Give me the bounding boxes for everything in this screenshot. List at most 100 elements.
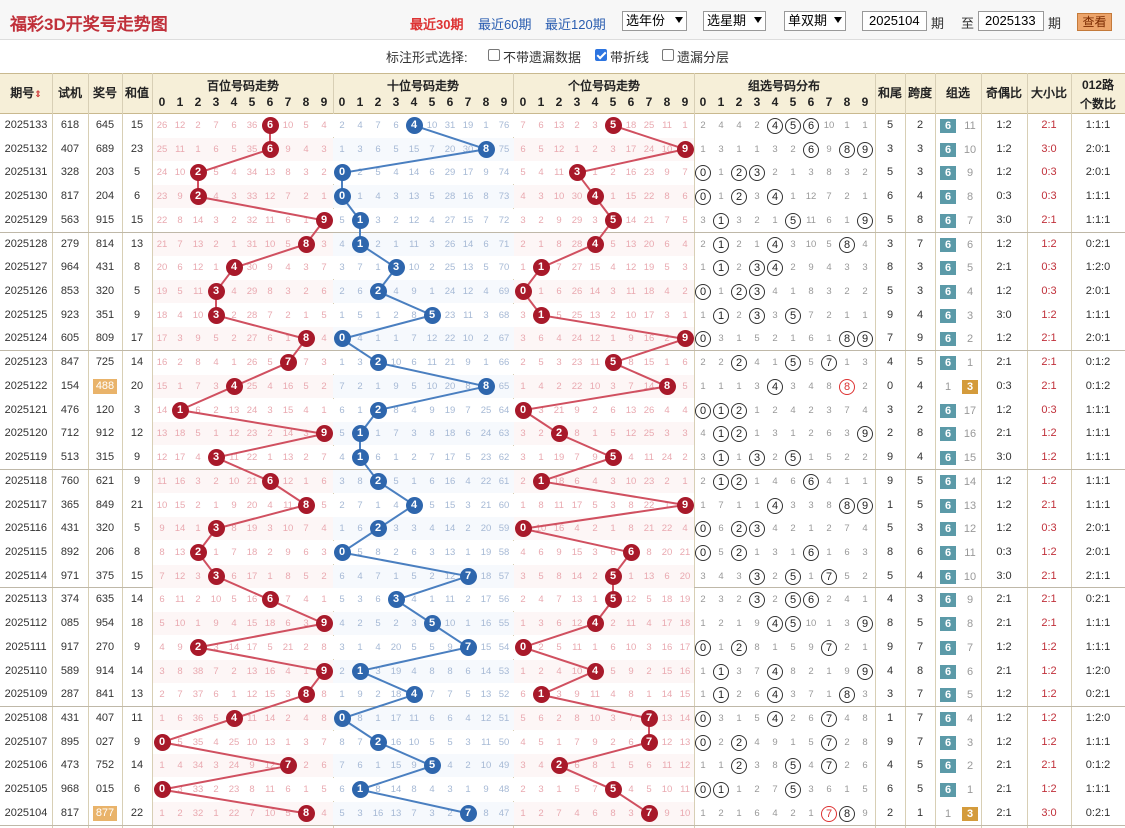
miss-count: 68 bbox=[498, 309, 510, 321]
group-miss: 2 bbox=[790, 143, 796, 155]
miss-count: 4 bbox=[411, 665, 417, 677]
no-miss-checkbox[interactable] bbox=[488, 49, 500, 61]
miss-count: 1 bbox=[682, 309, 688, 321]
group-miss: 2 bbox=[808, 428, 814, 440]
miss-count: 3 bbox=[411, 428, 417, 440]
miss-count: 7 bbox=[195, 380, 201, 392]
route-cell: 0:1:2 bbox=[1085, 759, 1111, 772]
miss-count: 8 bbox=[538, 499, 544, 511]
miss-count: 4 bbox=[538, 380, 544, 392]
zu3-badge: 5 bbox=[966, 689, 974, 702]
miss-count: 11 bbox=[481, 736, 491, 748]
issue-cell: 2025129 bbox=[4, 213, 48, 226]
miss-count: 4 bbox=[538, 760, 544, 772]
table-header: 期号⇕ 试机 奖号 和值 百位号码走势 十位号码走势 个位号码走势 组选号码分布… bbox=[0, 73, 1125, 114]
query-button[interactable]: 查看 bbox=[1077, 13, 1112, 31]
group-digit-circle: 8 bbox=[839, 378, 855, 395]
zu6-badge: 6 bbox=[940, 640, 956, 655]
miss-count: 17 bbox=[625, 143, 637, 155]
miss-count: 10 bbox=[661, 143, 673, 155]
miss-count: 9 bbox=[429, 404, 435, 416]
miss-count: 11 bbox=[193, 286, 203, 298]
recent-30-link[interactable]: 最近30期 bbox=[410, 17, 464, 32]
miss-count: 14 bbox=[643, 380, 655, 392]
miss-count: 6 bbox=[177, 713, 183, 724]
miss-count: 2 bbox=[303, 286, 309, 298]
group-miss: 1 bbox=[790, 736, 796, 748]
zu6-badge: 6 bbox=[940, 522, 956, 537]
miss-count: 6 bbox=[538, 713, 544, 724]
group-digit-circle: 3 bbox=[749, 521, 765, 538]
group-miss: 1 bbox=[736, 499, 742, 511]
tail-cell: 9 bbox=[886, 640, 894, 653]
group-miss: 4 bbox=[772, 523, 778, 535]
miss-count: 17 bbox=[679, 641, 691, 653]
miss-count: 5 bbox=[556, 641, 562, 653]
parity-select[interactable]: 单双期 bbox=[784, 11, 846, 31]
miss-count: 9 bbox=[664, 167, 670, 179]
miss-count: 5 bbox=[375, 618, 381, 630]
miss-count: 13 bbox=[462, 262, 474, 274]
chevron-down-icon bbox=[675, 17, 683, 23]
route-cell: 1:1:1 bbox=[1085, 783, 1111, 796]
route-cell: 1:1:1 bbox=[1085, 451, 1111, 464]
odd-even-cell: 1:2 bbox=[996, 285, 1012, 298]
miss-count: 6 bbox=[339, 784, 345, 796]
sum-cell: 13 bbox=[130, 237, 144, 250]
group-miss: 3 bbox=[736, 214, 742, 226]
no-miss-label: 不带遗漏数据 bbox=[503, 50, 582, 65]
weekday-select[interactable]: 选星期 bbox=[703, 11, 766, 31]
group-miss: 1 bbox=[790, 191, 796, 203]
sum-cell: 14 bbox=[130, 356, 144, 369]
miss-count: 3 bbox=[447, 784, 453, 796]
group-digit-circle: 8 bbox=[839, 805, 855, 822]
miss-count: 4 bbox=[339, 618, 345, 630]
hundreds-hit-ball: 3 bbox=[207, 567, 225, 585]
from-issue-input[interactable]: 2025104 bbox=[862, 11, 927, 31]
recent-60-link[interactable]: 最近60期 bbox=[478, 17, 532, 32]
miss-count: 3 bbox=[321, 357, 327, 369]
prize-cell: 320 bbox=[95, 522, 115, 535]
group-digit-circle: 0 bbox=[695, 782, 711, 799]
year-select[interactable]: 选年份 bbox=[622, 11, 687, 31]
miss-count: 16 bbox=[444, 475, 456, 487]
miss-count: 25 bbox=[246, 380, 258, 392]
miss-count: 76 bbox=[498, 120, 510, 131]
miss-count: 3 bbox=[465, 499, 471, 511]
hundreds-hit-ball: 3 bbox=[207, 449, 225, 467]
route-cell: 0:2:1 bbox=[1085, 593, 1111, 606]
group-miss: 2 bbox=[736, 594, 742, 606]
tail-cell: 3 bbox=[886, 403, 894, 416]
miss-count: 6 bbox=[682, 191, 688, 203]
group-miss: 3 bbox=[790, 689, 796, 701]
tens-hit-ball: 0 bbox=[333, 330, 351, 348]
miss-count: 2 bbox=[159, 689, 165, 701]
tens-hit-ball: 1 bbox=[351, 662, 369, 680]
miss-count: 10 bbox=[390, 357, 402, 369]
miss-count: 5 bbox=[321, 784, 327, 796]
miss-count: 5 bbox=[411, 570, 417, 582]
miss-layer-checkbox[interactable] bbox=[662, 49, 674, 61]
group-digit-circle: 3 bbox=[749, 260, 765, 277]
miss-count: 1 bbox=[303, 784, 309, 796]
polyline-checkbox[interactable] bbox=[595, 49, 607, 61]
recent-120-link[interactable]: 最近120期 bbox=[545, 17, 606, 32]
miss-count: 1 bbox=[231, 238, 237, 250]
test-cell: 760 bbox=[60, 474, 80, 487]
to-issue-input[interactable]: 2025133 bbox=[978, 11, 1044, 31]
tail-cell: 9 bbox=[886, 308, 894, 321]
miss-count: 9 bbox=[574, 689, 580, 701]
miss-count: 26 bbox=[444, 238, 456, 250]
issue-header[interactable]: 期号⇕ bbox=[2, 84, 50, 101]
miss-count: 27 bbox=[444, 214, 456, 226]
miss-count: 3 bbox=[375, 665, 381, 677]
miss-count: 9 bbox=[177, 191, 183, 203]
miss-count: 19 bbox=[643, 262, 655, 274]
miss-count: 2 bbox=[520, 238, 526, 250]
tail-cell: 3 bbox=[886, 142, 894, 155]
group-digit-circle: 0 bbox=[695, 711, 711, 727]
group-miss: 5 bbox=[790, 641, 796, 653]
miss-count: 3 bbox=[339, 475, 345, 487]
miss-count: 3 bbox=[303, 167, 309, 179]
miss-count: 9 bbox=[483, 784, 489, 796]
